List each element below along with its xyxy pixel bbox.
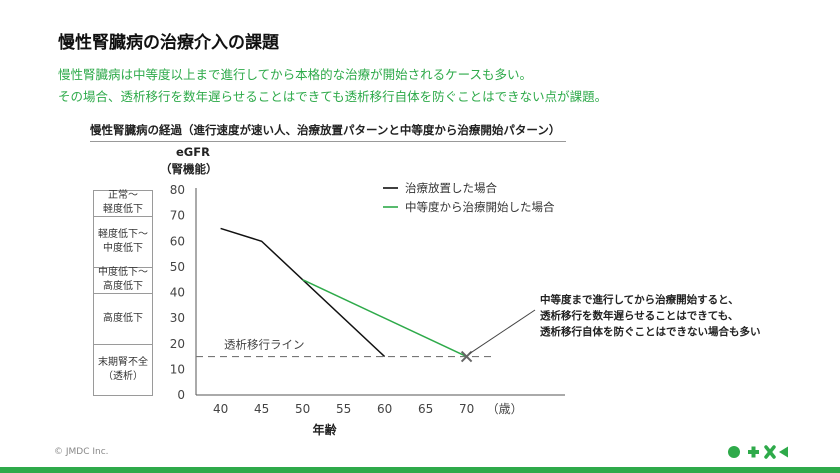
stage-box: 高度低下 xyxy=(93,292,153,345)
legend-label-2: 中等度から治療開始した場合 xyxy=(405,200,555,214)
stage-box: 正常～ 軽度低下 xyxy=(93,190,153,217)
stage-label: 中度低下 xyxy=(103,242,143,254)
slide-title: 慢性腎臓病の治療介入の課題 xyxy=(58,33,279,53)
stage-label: 高度低下 xyxy=(103,312,143,324)
y-tick-label: 60 xyxy=(170,234,185,248)
y-tick-label: 0 xyxy=(177,388,185,402)
brand-logo-icon xyxy=(728,445,788,459)
y-tick-label: 10 xyxy=(170,362,185,376)
threshold-label: 透析移行ライン xyxy=(224,338,305,352)
stage-box: 軽度低下～ 中度低下 xyxy=(93,215,153,268)
x-unit-label: （歳） xyxy=(487,402,523,416)
x-axis-label: 年齢 xyxy=(313,422,338,437)
y-tick-label: 50 xyxy=(170,260,185,274)
chart-title: 慢性腎臓病の経過（進行速度が速い人、治療放置パターンと中等度から治療開始パターン… xyxy=(90,122,567,142)
lead-line-2: その場合、透析移行を数年遅らせることはできても透析移行自体を防ぐことはできない点… xyxy=(58,89,608,104)
y-tick-label: 70 xyxy=(170,209,185,223)
copyright: © JMDC Inc. xyxy=(54,447,109,457)
annotation-line: 透析移行自体を防ぐことはできない場合も多い xyxy=(540,325,761,338)
stage-label: 軽度低下～ xyxy=(98,228,148,240)
stage-box: 末期腎不全 （透析） xyxy=(93,343,153,396)
series-line-1 xyxy=(220,227,386,358)
annotation-line: 透析移行を数年遅らせることはできても、 xyxy=(540,309,738,322)
x-tick-label: 60 xyxy=(377,402,392,416)
legend-label-1: 治療放置した場合 xyxy=(405,181,497,195)
stage-label: 軽度低下 xyxy=(103,204,143,216)
annotation-line: 中等度まで進行してから治療開始すると、 xyxy=(540,293,739,306)
footer-accent-bar xyxy=(0,467,840,473)
y-tick-label: 40 xyxy=(170,286,185,300)
y-axis-label: eGFR xyxy=(176,145,210,159)
series-line-2 xyxy=(302,279,467,358)
lead-line-1: 慢性腎臓病は中等度以上まで進行してから本格的な治療が開始されるケースも多い。 xyxy=(58,67,533,82)
y-axis-label-sub: （腎機能） xyxy=(160,162,218,176)
y-tick-label: 30 xyxy=(170,311,185,325)
x-tick-label: 50 xyxy=(295,402,310,416)
stage-label: 中度低下～ xyxy=(98,267,148,279)
stage-box: 中度低下～ 高度低下 xyxy=(93,266,153,294)
stage-label: （透析） xyxy=(103,370,143,382)
x-tick-label: 55 xyxy=(336,402,351,416)
x-tick-label: 70 xyxy=(459,402,474,416)
annotation-leader xyxy=(469,309,536,354)
x-tick-label: 45 xyxy=(254,402,269,416)
stage-label: 高度低下 xyxy=(103,281,143,293)
x-tick-label: 40 xyxy=(213,402,228,416)
x-tick-label: 65 xyxy=(418,402,433,416)
y-tick-label: 20 xyxy=(170,337,185,351)
stage-label: 正常～ xyxy=(108,190,138,202)
y-tick-label: 80 xyxy=(170,183,185,197)
stage-label: 末期腎不全 xyxy=(98,356,148,368)
